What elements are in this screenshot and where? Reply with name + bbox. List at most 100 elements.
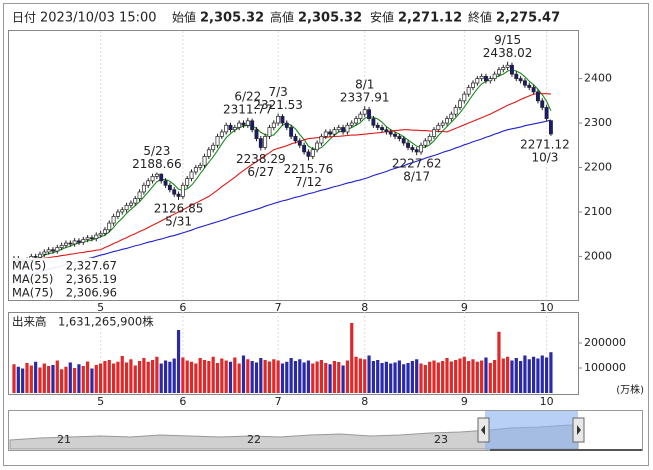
navigator-label: 22	[247, 433, 261, 446]
candle-body	[544, 107, 549, 119]
volume-bar	[86, 361, 90, 393]
ma-line	[13, 93, 551, 264]
volume-bar	[272, 359, 276, 393]
candle-body	[94, 234, 99, 239]
candle-body	[488, 78, 493, 82]
candle-body	[198, 164, 203, 168]
candle-body	[64, 242, 68, 246]
volume-bar	[298, 359, 302, 393]
volume-bar	[146, 361, 150, 393]
x-tick-label: 9	[461, 301, 468, 314]
volume-bar	[233, 357, 237, 393]
volume-bar	[207, 361, 211, 393]
annotation-date: 6/27	[247, 165, 274, 179]
volume-bar	[311, 363, 315, 393]
navigator-selection[interactable]	[485, 411, 578, 450]
candle-body	[237, 122, 242, 128]
volume-total: 1,631,265,900株	[58, 315, 154, 329]
candle-body	[180, 184, 185, 197]
volume-bar	[21, 368, 25, 393]
legend-name: MA(25)	[12, 272, 53, 286]
candle-body	[497, 69, 501, 75]
candle-body	[211, 144, 216, 151]
candle-body	[163, 180, 168, 186]
volume-bar	[384, 361, 388, 393]
x-tick-label: 5	[97, 395, 104, 408]
candle-body	[146, 180, 151, 186]
volume-bar	[458, 358, 462, 393]
candle-body	[423, 140, 428, 146]
candle-body	[241, 122, 246, 126]
volume-bar	[293, 361, 298, 393]
volume-bar	[302, 362, 306, 393]
volume-bar	[371, 361, 375, 393]
candle-body	[336, 127, 341, 131]
candle-body	[302, 144, 307, 153]
candle-body	[228, 124, 233, 131]
candle-body	[293, 136, 298, 142]
candle-body	[397, 136, 402, 139]
annotation-date: 7/3	[268, 85, 287, 99]
candle-body	[176, 193, 181, 197]
volume-bar	[328, 364, 332, 393]
volume-bar	[120, 356, 124, 393]
y-tick-label: 200000	[584, 336, 626, 349]
volume-bar	[315, 361, 319, 393]
header-label: 終値	[468, 10, 492, 25]
volume-bar	[376, 360, 380, 393]
volume-bar	[137, 361, 142, 393]
candle-body	[419, 144, 423, 153]
header-value: 2,275.47	[496, 11, 560, 26]
candle-body	[414, 149, 419, 153]
annotation-date: 5/31	[165, 215, 192, 229]
candle-body	[462, 93, 467, 102]
candle-body	[219, 131, 224, 137]
candle-body	[38, 253, 42, 258]
candle-body	[263, 136, 268, 148]
candle-body	[354, 118, 359, 124]
volume-bar	[68, 362, 72, 393]
volume-bar	[358, 358, 362, 393]
volume-bar	[42, 363, 46, 393]
volume-bar	[332, 361, 337, 393]
candle-body	[232, 127, 237, 131]
header-value: 2023/10/03 15:00	[40, 11, 157, 26]
candle-body	[540, 100, 545, 108]
volume-bar	[475, 361, 479, 393]
volume-bar	[419, 363, 423, 393]
candle-body	[46, 249, 51, 253]
volume-bar	[90, 368, 94, 393]
volume-bar	[94, 365, 98, 393]
candle-body	[76, 240, 81, 243]
volume-bar	[445, 358, 449, 393]
candle-body	[315, 142, 320, 151]
candle-body	[535, 91, 540, 102]
candle-body	[297, 140, 302, 146]
volume-bar	[441, 361, 445, 393]
candle-body	[328, 131, 333, 135]
volume-bar	[259, 358, 263, 393]
candle-body	[51, 249, 55, 252]
volume-bar	[389, 363, 393, 393]
legend-value: 2,365.19	[66, 272, 117, 286]
candle-body	[471, 82, 475, 88]
candle-body	[453, 107, 458, 115]
legend-box	[9, 258, 119, 300]
x-tick-label: 7	[275, 301, 282, 314]
candle-body	[120, 209, 125, 213]
volume-bar	[172, 358, 176, 393]
candle-body	[254, 129, 259, 139]
volume-bar	[220, 358, 224, 393]
candle-body	[332, 129, 337, 135]
volume-bar	[12, 364, 16, 393]
x-tick-label: 8	[361, 301, 368, 314]
candle-body	[427, 136, 432, 142]
volume-bar	[350, 323, 354, 393]
candle-body	[72, 240, 77, 245]
x-tick-label: 5	[97, 301, 104, 314]
volume-bar	[354, 356, 358, 393]
candle-body	[393, 133, 397, 137]
volume-bar	[289, 358, 293, 393]
volume-bar	[436, 362, 440, 393]
volume-bar	[73, 368, 77, 393]
